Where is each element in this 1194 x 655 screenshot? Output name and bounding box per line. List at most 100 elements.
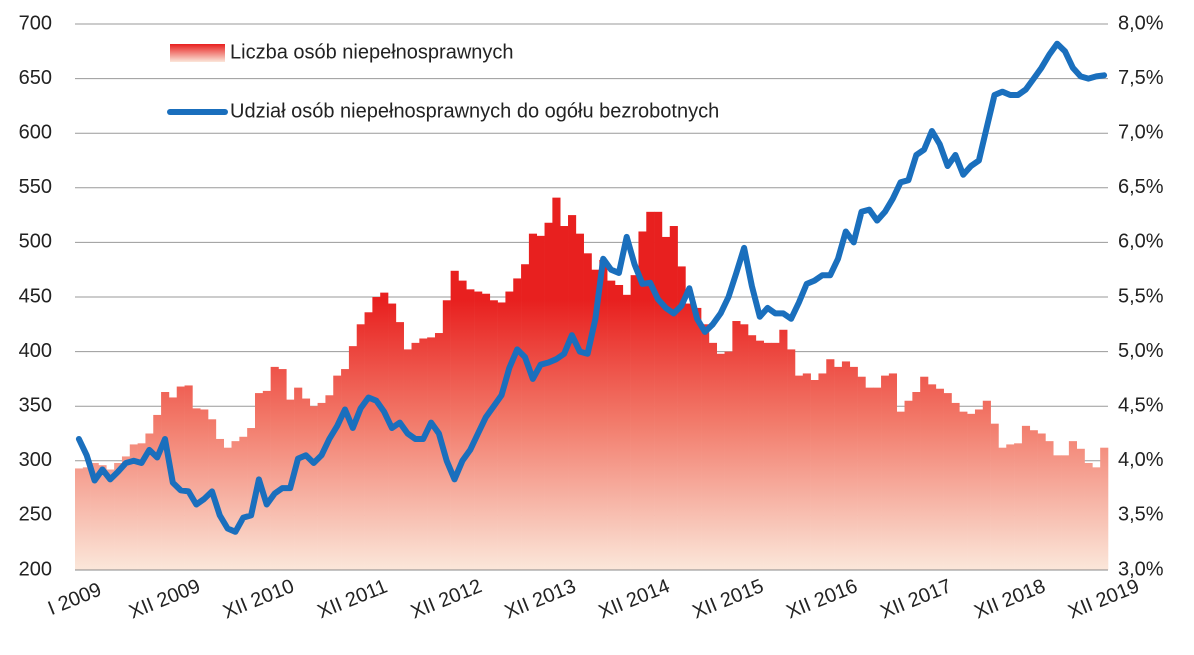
bar [1006, 444, 1015, 570]
y-tick-label: 500 [19, 231, 52, 253]
bar [685, 303, 694, 570]
bar [552, 197, 561, 571]
bar [614, 284, 624, 570]
bar [372, 297, 381, 570]
bar [583, 253, 592, 570]
bar [223, 447, 232, 570]
x-tick-label: XII 2015 [690, 575, 767, 623]
bar [818, 373, 827, 570]
bar [325, 395, 334, 570]
y2-tick-label: 6,0% [1118, 231, 1164, 253]
x-tick-label: XII 2010 [220, 575, 297, 623]
bar [442, 300, 451, 570]
x-tick-label: XII 2019 [1065, 575, 1142, 623]
x-tick-label: XII 2009 [126, 575, 203, 623]
bar [575, 233, 584, 570]
bar [810, 379, 819, 570]
bar [403, 349, 412, 570]
bar [161, 392, 170, 570]
y-tick-label: 550 [19, 176, 52, 198]
x-tick-label: I 2009 [45, 579, 105, 620]
bar [630, 275, 639, 570]
bar [998, 447, 1007, 570]
bar [982, 400, 991, 570]
bar [427, 337, 436, 570]
bar [294, 387, 303, 570]
bar [794, 375, 804, 570]
bar [184, 385, 193, 570]
bar [278, 369, 287, 570]
bar [802, 373, 811, 570]
bar [301, 398, 311, 570]
bar [434, 333, 444, 570]
x-tick-label: XII 2018 [971, 575, 1048, 623]
bar [1076, 448, 1085, 570]
bar [544, 222, 553, 570]
bar [129, 444, 138, 570]
x-tick-label: XII 2012 [408, 575, 485, 623]
bar [638, 231, 647, 571]
bar [90, 462, 99, 570]
bar [82, 467, 91, 570]
bar [951, 402, 960, 570]
y2-tick-label: 5,0% [1118, 340, 1164, 362]
legend-label: Liczba osób niepełnosprawnych [230, 41, 514, 63]
bar [481, 293, 491, 570]
y2-tick-label: 3,0% [1118, 558, 1164, 580]
bar [755, 340, 764, 570]
bar [114, 462, 123, 570]
bar [497, 302, 506, 570]
bar [928, 384, 937, 570]
bar [646, 211, 655, 570]
bar [200, 409, 209, 570]
bar [849, 366, 858, 570]
y-tick-label: 350 [19, 394, 52, 416]
bar [974, 409, 984, 570]
bar [247, 428, 256, 570]
bar [1068, 441, 1077, 570]
bar [489, 300, 498, 570]
bar [967, 413, 976, 570]
bar [450, 270, 459, 570]
bars [75, 197, 1109, 571]
bar [654, 211, 663, 570]
x-tick-label: XII 2016 [783, 575, 860, 623]
bar [787, 349, 796, 570]
line [75, 40, 1108, 535]
bar [388, 303, 397, 570]
bar [826, 359, 835, 570]
bar [607, 280, 616, 570]
bar [458, 280, 467, 570]
bar [888, 373, 898, 570]
y2-tick-label: 4,5% [1118, 394, 1164, 416]
bar [1029, 430, 1038, 570]
bar [599, 259, 608, 570]
y-tick-label: 650 [19, 67, 52, 89]
y-tick-label: 450 [19, 285, 52, 307]
bar [1045, 441, 1054, 570]
bar [568, 215, 577, 570]
bar [1014, 443, 1023, 570]
bar [779, 329, 788, 570]
bar [959, 411, 968, 570]
bar [943, 393, 952, 570]
bar [356, 324, 365, 570]
bar [841, 361, 851, 570]
bar [896, 411, 905, 570]
bar [912, 392, 921, 570]
bar [904, 400, 913, 570]
bar [990, 423, 999, 570]
bar [622, 294, 631, 570]
bar [763, 342, 772, 570]
bar [865, 387, 874, 570]
y-tick-label: 400 [19, 340, 52, 362]
bar [1100, 447, 1109, 570]
bar [708, 342, 718, 570]
bar [270, 366, 279, 570]
bar [920, 376, 929, 570]
bar [881, 375, 890, 570]
bar [732, 321, 741, 570]
bar [98, 465, 107, 570]
x-tick-label: XII 2014 [596, 575, 673, 623]
bar [505, 291, 514, 570]
